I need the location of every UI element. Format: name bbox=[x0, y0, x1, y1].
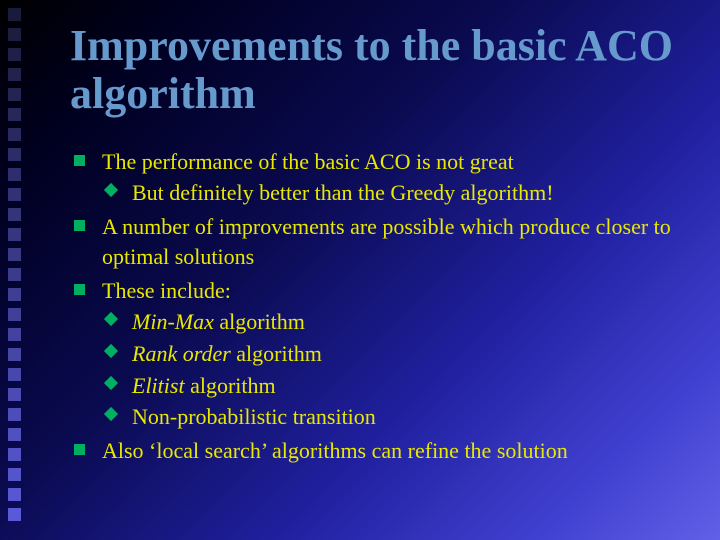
sub-bullet-text: algorithm bbox=[185, 373, 276, 398]
bullet-text: Also ‘local search’ algorithms can refin… bbox=[102, 438, 568, 463]
deco-square bbox=[8, 88, 21, 101]
bullet-item: The performance of the basic ACO is not … bbox=[70, 147, 690, 208]
sub-bullet-item: But definitely better than the Greedy al… bbox=[102, 178, 690, 208]
deco-square bbox=[8, 308, 21, 321]
deco-square bbox=[8, 468, 21, 481]
deco-square bbox=[8, 428, 21, 441]
deco-square bbox=[8, 508, 21, 521]
slide-title: Improvements to the basic ACO algorithm bbox=[70, 22, 690, 119]
deco-square bbox=[8, 448, 21, 461]
slide-body: The performance of the basic ACO is not … bbox=[70, 147, 690, 466]
deco-square bbox=[8, 268, 21, 281]
deco-square bbox=[8, 188, 21, 201]
deco-square bbox=[8, 148, 21, 161]
bullet-item: Also ‘local search’ algorithms can refin… bbox=[70, 436, 690, 466]
sub-bullet-text: algorithm bbox=[214, 309, 305, 334]
sub-bullet-italic: Min-Max bbox=[132, 309, 214, 334]
deco-square bbox=[8, 168, 21, 181]
sub-bullet-item: Rank order algorithm bbox=[102, 339, 690, 369]
decorative-square-column bbox=[8, 8, 32, 532]
deco-square bbox=[8, 408, 21, 421]
bullet-item: A number of improvements are possible wh… bbox=[70, 212, 690, 271]
deco-square bbox=[8, 348, 21, 361]
deco-square bbox=[8, 48, 21, 61]
sub-bullet-text: Non-probabilistic transition bbox=[132, 404, 376, 429]
deco-square bbox=[8, 228, 21, 241]
sub-bullet-text: algorithm bbox=[231, 341, 322, 366]
deco-square bbox=[8, 68, 21, 81]
bullet-item: These include: Min-Max algorithm Rank or… bbox=[70, 276, 690, 432]
sub-bullet-item: Min-Max algorithm bbox=[102, 307, 690, 337]
deco-square bbox=[8, 488, 21, 501]
deco-square bbox=[8, 248, 21, 261]
deco-square bbox=[8, 28, 21, 41]
deco-square bbox=[8, 368, 21, 381]
bullet-text: A number of improvements are possible wh… bbox=[102, 214, 671, 269]
sub-bullet-item: Elitist algorithm bbox=[102, 371, 690, 401]
bullet-text: The performance of the basic ACO is not … bbox=[102, 149, 514, 174]
slide-content: Improvements to the basic ACO algorithm … bbox=[70, 22, 690, 520]
deco-square bbox=[8, 108, 21, 121]
deco-square bbox=[8, 288, 21, 301]
deco-square bbox=[8, 328, 21, 341]
deco-square bbox=[8, 128, 21, 141]
sub-bullet-item: Non-probabilistic transition bbox=[102, 402, 690, 432]
deco-square bbox=[8, 388, 21, 401]
deco-square bbox=[8, 8, 21, 21]
sub-bullet-italic: Rank order bbox=[132, 341, 231, 366]
sub-bullet-text: But definitely better than the Greedy al… bbox=[132, 180, 554, 205]
sub-bullet-italic: Elitist bbox=[132, 373, 185, 398]
bullet-text: These include: bbox=[102, 278, 231, 303]
deco-square bbox=[8, 208, 21, 221]
